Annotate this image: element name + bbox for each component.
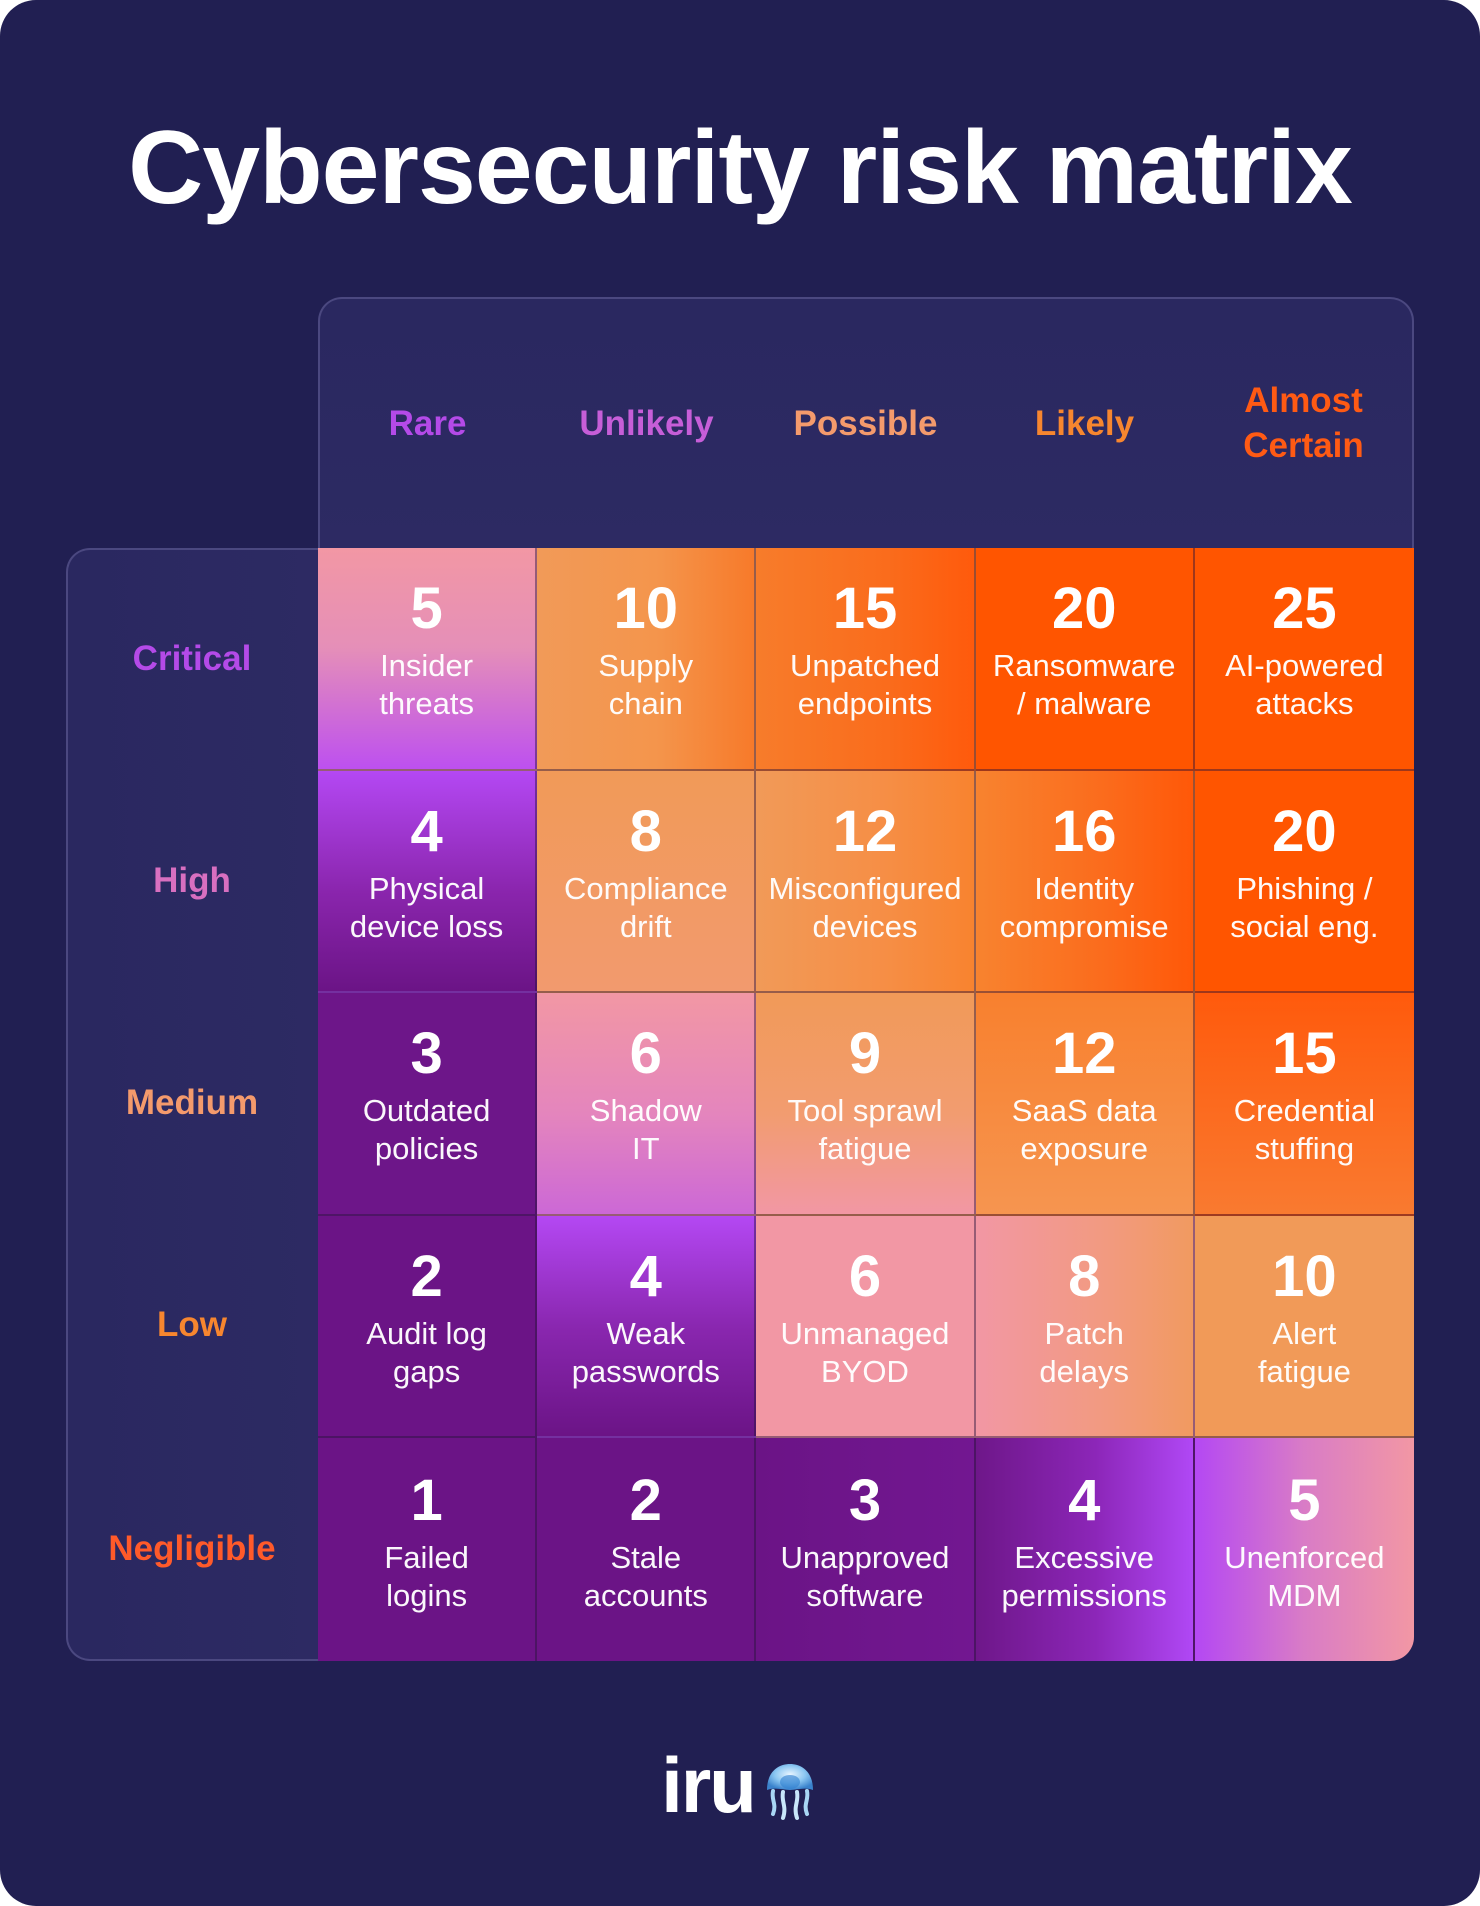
risk-label: Insider threats [379, 648, 474, 722]
risk-cell: 16 Identity compromise [975, 770, 1195, 994]
risk-score: 9 [848, 1021, 882, 1087]
risk-score: 6 [629, 1021, 662, 1087]
risk-cell: 1 Failed logins [318, 1438, 538, 1661]
risk-cell: 4 Weak passwords [537, 1215, 757, 1439]
risk-score: 15 [832, 576, 898, 642]
risk-cell: 15 Credential stuffing [1194, 993, 1414, 1216]
risk-cell: 12 Misconfigured devices [756, 770, 976, 994]
risk-score: 5 [1288, 1467, 1321, 1533]
page-title: Cybersecurity risk matrix [128, 110, 1353, 226]
risk-label: Supply chain [598, 648, 694, 722]
risk-score: 2 [410, 1244, 443, 1310]
risk-label: Patch delays [1039, 1316, 1129, 1390]
risk-matrix-grid: 5 Insider threats 10 Supply chain 15 Unp… [318, 548, 1414, 1661]
risk-cell: 10 Supply chain [537, 548, 757, 771]
risk-score: 12 [832, 798, 898, 864]
risk-score: 10 [613, 576, 679, 642]
risk-score: 8 [629, 798, 662, 864]
risk-cell: 6 Unmanaged BYOD [756, 1215, 976, 1439]
risk-cell: 10 Alert fatigue [1194, 1215, 1414, 1439]
risk-cell: 15 Unpatched endpoints [756, 548, 976, 771]
risk-cell: 5 Unenforced MDM [1194, 1438, 1414, 1661]
risk-label: SaaS data exposure [1011, 1093, 1157, 1167]
risk-label: Outdated policies [362, 1093, 491, 1167]
risk-cell: 8 Compliance drift [537, 770, 757, 994]
risk-label: Phishing / social eng. [1230, 870, 1379, 944]
risk-label: Shadow IT [589, 1093, 702, 1167]
risk-label: Physical device loss [349, 870, 504, 944]
risk-cell: 2 Stale accounts [537, 1438, 757, 1661]
risk-label: Unenforced MDM [1224, 1539, 1385, 1613]
risk-cell: 8 Patch delays [975, 1215, 1195, 1439]
brand-logo: iru [0, 1740, 1480, 1830]
column-header-almost-certain: Almost Certain [1243, 381, 1364, 465]
row-header-medium: Medium [125, 1083, 259, 1122]
risk-score: 4 [1068, 1467, 1101, 1533]
risk-cell: 3 Unapproved software [756, 1438, 976, 1661]
risk-cell: 2 Audit log gaps [318, 1215, 538, 1439]
column-header-unlikely: Unlikely [579, 403, 714, 443]
risk-cell: 4 Excessive permissions [975, 1438, 1195, 1661]
risk-score: 12 [1051, 1021, 1117, 1087]
risk-score: 5 [410, 576, 443, 642]
risk-label: Excessive permissions [1001, 1539, 1167, 1613]
risk-cell: 9 Tool sprawl fatigue [756, 993, 976, 1216]
risk-score: 10 [1272, 1244, 1337, 1310]
risk-label: Weak passwords [571, 1316, 720, 1390]
risk-label: Compliance drift [563, 870, 728, 944]
risk-cell: 3 Outdated policies [318, 993, 538, 1216]
row-header-negligible: Negligible [108, 1529, 276, 1568]
risk-cell: 5 Insider threats [318, 548, 538, 771]
logo-wordmark: iru [661, 1741, 757, 1829]
row-header-high: High [153, 861, 231, 900]
risk-cell: 6 Shadow IT [537, 993, 757, 1216]
risk-cell: 4 Physical device loss [318, 770, 538, 994]
column-header-possible: Possible [793, 403, 938, 443]
jellyfish-icon [761, 1760, 819, 1824]
column-header-rare: Rare [388, 403, 467, 443]
likelihood-header-panel [318, 297, 1414, 549]
risk-cell: 20 Ransomware / malware [975, 548, 1195, 771]
risk-score: 15 [1272, 1021, 1337, 1087]
risk-label: Tool sprawl fatigue [787, 1093, 943, 1167]
risk-score: 16 [1051, 798, 1117, 864]
risk-score: 2 [629, 1467, 662, 1533]
risk-score: 8 [1068, 1244, 1101, 1310]
risk-score: 6 [848, 1244, 882, 1310]
risk-label: Stale accounts [583, 1539, 708, 1613]
risk-score: 25 [1272, 576, 1337, 642]
impact-header-panel [66, 548, 320, 1661]
row-header-critical: Critical [132, 639, 252, 678]
risk-label: Credential stuffing [1233, 1093, 1376, 1167]
risk-label: Identity compromise [999, 870, 1169, 944]
risk-score: 4 [629, 1244, 662, 1310]
risk-score: 20 [1051, 576, 1117, 642]
risk-label: AI-powered attacks [1225, 648, 1384, 722]
risk-cell: 25 AI-powered attacks [1194, 548, 1414, 771]
risk-label: Unmanaged BYOD [780, 1316, 950, 1390]
row-header-low: Low [157, 1305, 227, 1344]
risk-label: Ransomware / malware [992, 648, 1176, 722]
risk-score: 1 [410, 1467, 443, 1533]
risk-label: Failed logins [384, 1539, 469, 1613]
risk-label: Audit log gaps [366, 1316, 487, 1390]
risk-label: Misconfigured devices [768, 870, 962, 944]
risk-cell: 12 SaaS data exposure [975, 993, 1195, 1216]
risk-score: 3 [848, 1467, 882, 1533]
risk-label: Unapproved software [780, 1539, 950, 1613]
risk-label: Alert fatigue [1257, 1316, 1351, 1390]
risk-score: 3 [410, 1021, 443, 1087]
column-header-likely: Likely [1034, 403, 1135, 443]
risk-label: Unpatched endpoints [790, 648, 940, 722]
risk-cell: 20 Phishing / social eng. [1194, 770, 1414, 994]
risk-score: 20 [1272, 798, 1337, 864]
risk-score: 4 [410, 798, 443, 864]
